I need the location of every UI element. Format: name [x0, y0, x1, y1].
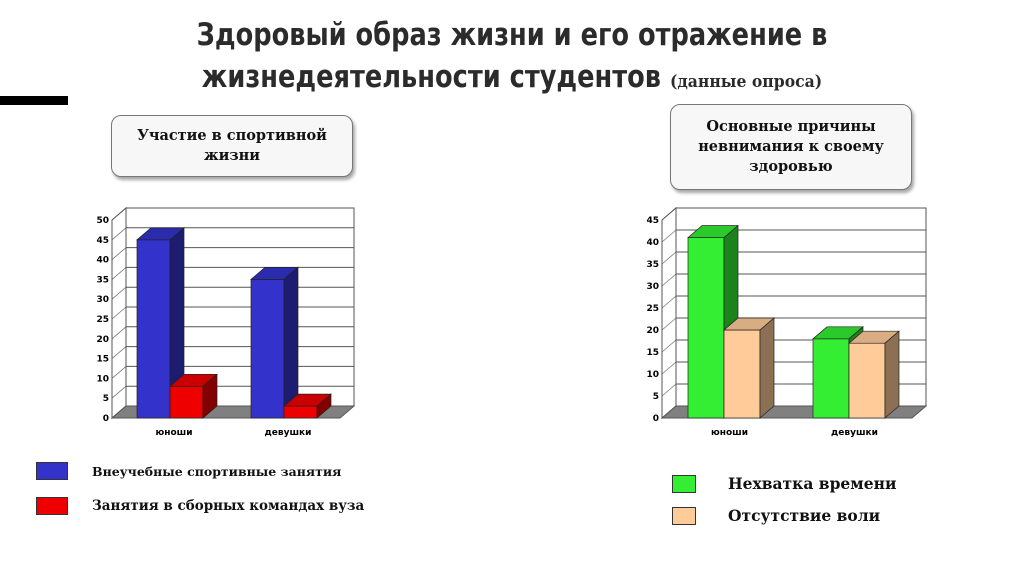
right-chart-side-gridline	[661, 295, 677, 309]
callout-right-text: Основные причины невнимания к своему здо…	[698, 118, 884, 175]
callout-sport-participation: Участие в спортивной жизни	[111, 115, 353, 177]
legend-item-lack-of-will: Отсутствие воли	[672, 506, 880, 525]
left-chart-ytick-label: 25	[96, 315, 109, 325]
left-chart-ytick-label: 35	[96, 275, 109, 285]
title-note: (данные опроса)	[669, 72, 823, 92]
right-chart-category-label: девушки	[831, 428, 878, 438]
left-chart-side-gridline	[111, 366, 127, 379]
right-chart-ytick-label: 5	[653, 392, 659, 402]
left-chart-side-gridline	[111, 326, 127, 340]
left-chart-ytick-label: 50	[96, 216, 109, 226]
left-chart-side-gridline	[111, 247, 127, 260]
legend-label-university-teams: Занятия в сборных командах вуза	[92, 498, 365, 514]
left-chart-side-gridline	[111, 286, 127, 300]
right-chart-side-gridline	[661, 339, 677, 353]
right-chart-ytick-label: 0	[653, 414, 659, 424]
title-line-2-text: жизнедеятельности студентов	[201, 59, 662, 95]
legend-swatch-lack-of-will	[672, 506, 696, 525]
legend-swatch-university-teams	[36, 497, 68, 515]
left-chart-side-gridline	[111, 346, 127, 359]
chart-health-neglect-reasons: 0 5 10 15 20 25 30 35 40 45 юноши девушки	[646, 206, 928, 438]
decorative-bar	[0, 96, 68, 105]
left-chart-side-gridline	[111, 227, 127, 241]
right-chart-ytick-label: 40	[646, 238, 659, 248]
right-chart-ytick-label: 15	[646, 348, 659, 358]
right-chart-bar	[848, 330, 900, 419]
right-chart-category-label: юноши	[711, 428, 748, 438]
left-chart-side-gridline	[111, 385, 127, 399]
left-chart-ytick-label: 40	[96, 256, 109, 266]
left-chart-ytick-label: 45	[96, 236, 109, 246]
chart-sport-participation: 0 5 10 15 20 25 30 35 40 45 50 юноши девушки	[96, 206, 356, 438]
right-chart-side-gridline	[661, 317, 677, 331]
left-chart-ytick-label: 15	[96, 355, 109, 365]
left-chart-ytick-label: 0	[103, 414, 109, 424]
left-chart-side-gridline	[111, 306, 127, 320]
left-chart-ytick-label: 20	[96, 335, 109, 345]
right-chart-ytick-label: 45	[646, 216, 659, 226]
left-chart-category-label: девушки	[265, 428, 312, 438]
right-chart-side-gridline	[661, 361, 677, 375]
callout-left-text: Участие в спортивной жизни	[137, 127, 327, 164]
legend-label-lack-of-will: Отсутствие воли	[728, 506, 881, 525]
right-chart-ytick-label: 30	[646, 282, 659, 292]
right-chart-ytick-label: 10	[646, 370, 659, 380]
left-chart-bar	[136, 227, 185, 419]
right-chart-side-gridline	[661, 229, 677, 243]
left-chart-side-gridline	[111, 267, 127, 280]
right-chart-side-gridline	[661, 273, 677, 287]
title-line-1: Здоровый образ жизни и его отражение в	[196, 17, 828, 53]
legend-swatch-extracurricular	[36, 462, 68, 480]
right-chart-side-gridline	[661, 383, 677, 397]
left-chart-ytick-label: 10	[96, 374, 109, 384]
callout-health-neglect-reasons: Основные причины невнимания к своему здо…	[670, 104, 912, 190]
legend-swatch-lack-of-time	[672, 474, 696, 493]
legend-item-extracurricular: Внеучебные спортивные занятия	[36, 462, 341, 480]
left-chart-bar	[250, 266, 299, 419]
right-chart-ytick-label: 35	[646, 260, 659, 270]
legend-label-extracurricular: Внеучебные спортивные занятия	[92, 463, 342, 479]
right-chart-ytick-label: 20	[646, 326, 659, 336]
right-chart-ytick-label: 25	[646, 304, 659, 314]
page-title: Здоровый образ жизни и его отражение в ж…	[41, 14, 983, 103]
legend-item-lack-of-time: Нехватка времени	[672, 474, 896, 493]
right-chart-side-gridline	[661, 251, 677, 265]
legend-label-lack-of-time: Нехватка времени	[728, 474, 897, 493]
left-chart-category-label: юноши	[155, 428, 192, 438]
title-line-2: жизнедеятельности студентов (данные опро…	[41, 56, 983, 103]
right-chart-bar	[723, 317, 775, 419]
left-chart-bar	[283, 393, 332, 419]
left-chart-ytick-label: 5	[103, 394, 109, 404]
right-chart-side-wall	[661, 206, 677, 420]
legend-item-university-teams: Занятия в сборных командах вуза	[36, 497, 364, 515]
left-chart-ytick-label: 30	[96, 295, 109, 305]
left-chart-bar	[169, 373, 218, 419]
